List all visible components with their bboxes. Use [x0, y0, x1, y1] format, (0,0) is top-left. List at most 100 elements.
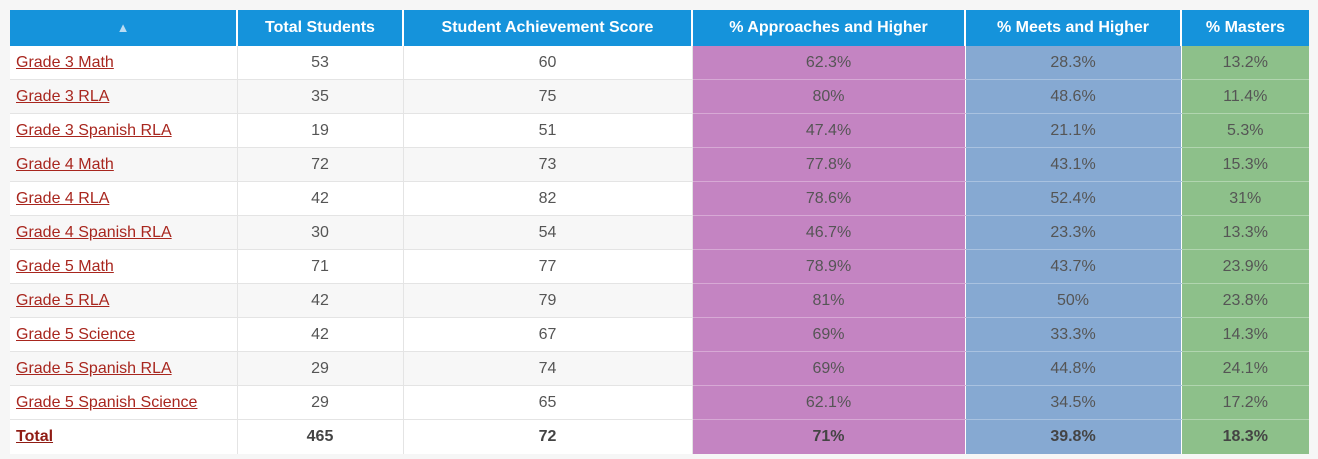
header-total-students: Total Students: [265, 19, 375, 36]
approaches-cell: 62.3%: [692, 46, 966, 80]
achievement-score-cell: 72: [403, 419, 693, 454]
total-students-cell: 42: [237, 181, 404, 216]
masters-cell: 13.2%: [1181, 46, 1309, 80]
subject-link[interactable]: Grade 4 Spanish RLA: [16, 223, 172, 241]
subject-link[interactable]: Grade 5 Spanish RLA: [16, 359, 172, 377]
masters-cell: 23.9%: [1181, 249, 1309, 284]
header-meets[interactable]: % Meets and Higher: [965, 10, 1182, 46]
approaches-cell: 71%: [692, 419, 966, 454]
results-table-container: ▲ Total Students Student Achievement Score…: [10, 10, 1309, 454]
sort-column-header[interactable]: ▲: [10, 10, 238, 46]
subject-link[interactable]: Grade 5 RLA: [16, 291, 110, 309]
meets-cell: 23.3%: [965, 215, 1182, 250]
achievement-score-cell: 73: [403, 147, 693, 182]
table-row: Grade 3 Spanish RLA 19 51 47.4% 21.1% 5.3%: [10, 113, 1309, 148]
meets-cell: 44.8%: [965, 351, 1182, 386]
total-students-cell: 72: [237, 147, 404, 182]
approaches-cell: 62.1%: [692, 385, 966, 420]
meets-cell: 52.4%: [965, 181, 1182, 216]
achievement-score-cell: 74: [403, 351, 693, 386]
header-achievement-score[interactable]: Student Achievement Score: [403, 10, 693, 46]
total-students-cell: 29: [237, 385, 404, 420]
masters-cell: 18.3%: [1181, 419, 1309, 454]
table-body: Grade 3 Math 53 60 62.3% 28.3% 13.2% Grade 3 R…: [10, 46, 1309, 454]
subject-name-cell: Grade 5 Spanish Science: [10, 385, 238, 420]
table-row: Grade 3 RLA 35 75 80% 48.6% 11.4%: [10, 79, 1309, 114]
masters-cell: 31%: [1181, 181, 1309, 216]
total-students-cell: 71: [237, 249, 404, 284]
approaches-cell: 80%: [692, 79, 966, 114]
total-students-cell: 465: [237, 419, 404, 454]
subject-link[interactable]: Grade 4 Math: [16, 155, 114, 173]
subject-name-cell: Grade 3 RLA: [10, 79, 238, 114]
subject-name-cell: Grade 5 RLA: [10, 283, 238, 318]
header-row: ▲ Total Students Student Achievement Score…: [10, 10, 1309, 46]
results-table: ▲ Total Students Student Achievement Score…: [10, 10, 1309, 454]
achievement-score-cell: 65: [403, 385, 693, 420]
table-row: Grade 4 RLA 42 82 78.6% 52.4% 31%: [10, 181, 1309, 216]
approaches-cell: 81%: [692, 283, 966, 318]
total-students-cell: 30: [237, 215, 404, 250]
meets-cell: 39.8%: [965, 419, 1182, 454]
subject-name-cell: Total: [10, 419, 238, 454]
sort-ascending-icon: ▲: [116, 20, 130, 35]
subject-link[interactable]: Grade 3 Spanish RLA: [16, 121, 172, 139]
subject-name-cell: Grade 5 Spanish RLA: [10, 351, 238, 386]
table-row: Grade 5 Spanish RLA 29 74 69% 44.8% 24.1%: [10, 351, 1309, 386]
header-approaches[interactable]: % Approaches and Higher: [692, 10, 966, 46]
total-students-cell: 42: [237, 283, 404, 318]
approaches-cell: 77.8%: [692, 147, 966, 182]
meets-cell: 43.7%: [965, 249, 1182, 284]
subject-name-cell: Grade 4 Spanish RLA: [10, 215, 238, 250]
subject-name-cell: Grade 3 Spanish RLA: [10, 113, 238, 148]
masters-cell: 11.4%: [1181, 79, 1309, 114]
achievement-score-cell: 67: [403, 317, 693, 352]
approaches-cell: 69%: [692, 317, 966, 352]
approaches-cell: 46.7%: [692, 215, 966, 250]
table-row: Grade 5 Math 71 77 78.9% 43.7% 23.9%: [10, 249, 1309, 284]
subject-link[interactable]: Grade 5 Spanish Science: [16, 393, 198, 411]
meets-cell: 33.3%: [965, 317, 1182, 352]
meets-cell: 50%: [965, 283, 1182, 318]
meets-cell: 21.1%: [965, 113, 1182, 148]
table-row: Grade 5 Science 42 67 69% 33.3% 14.3%: [10, 317, 1309, 352]
subject-name-cell: Grade 5 Science: [10, 317, 238, 352]
meets-cell: 34.5%: [965, 385, 1182, 420]
approaches-cell: 69%: [692, 351, 966, 386]
total-link[interactable]: Total: [16, 428, 54, 445]
masters-cell: 5.3%: [1181, 113, 1309, 148]
table-row: Grade 4 Math 72 73 77.8% 43.1% 15.3%: [10, 147, 1309, 182]
header-approaches: % Approaches and Higher: [729, 19, 928, 36]
total-students-cell: 19: [237, 113, 404, 148]
subject-link[interactable]: Grade 4 RLA: [16, 189, 110, 207]
table-row: Grade 3 Math 53 60 62.3% 28.3% 13.2%: [10, 46, 1309, 80]
achievement-score-cell: 51: [403, 113, 693, 148]
approaches-cell: 78.6%: [692, 181, 966, 216]
header-meets: % Meets and Higher: [996, 19, 1150, 36]
total-students-cell: 35: [237, 79, 404, 114]
total-students-cell: 29: [237, 351, 404, 386]
subject-name-cell: Grade 4 RLA: [10, 181, 238, 216]
meets-cell: 28.3%: [965, 46, 1182, 80]
achievement-score-cell: 82: [403, 181, 693, 216]
header-masters: % Masters: [1205, 19, 1286, 36]
subject-link[interactable]: Grade 5 Math: [16, 257, 114, 275]
table-row: Grade 5 RLA 42 79 81% 50% 23.8%: [10, 283, 1309, 318]
total-row: Total 465 72 71% 39.8% 18.3%: [10, 419, 1309, 454]
masters-cell: 23.8%: [1181, 283, 1309, 318]
subject-name-cell: Grade 4 Math: [10, 147, 238, 182]
masters-cell: 14.3%: [1181, 317, 1309, 352]
subject-link[interactable]: Grade 3 Math: [16, 53, 114, 71]
header-masters[interactable]: % Masters: [1181, 10, 1309, 46]
masters-cell: 24.1%: [1181, 351, 1309, 386]
masters-cell: 15.3%: [1181, 147, 1309, 182]
subject-link[interactable]: Grade 5 Science: [16, 325, 136, 343]
subject-name-cell: Grade 5 Math: [10, 249, 238, 284]
total-students-cell: 42: [237, 317, 404, 352]
subject-link[interactable]: Grade 3 RLA: [16, 87, 110, 105]
meets-cell: 43.1%: [965, 147, 1182, 182]
header-total-students[interactable]: Total Students: [237, 10, 404, 46]
achievement-score-cell: 54: [403, 215, 693, 250]
table-row: Grade 4 Spanish RLA 30 54 46.7% 23.3% 13.3%: [10, 215, 1309, 250]
achievement-score-cell: 77: [403, 249, 693, 284]
